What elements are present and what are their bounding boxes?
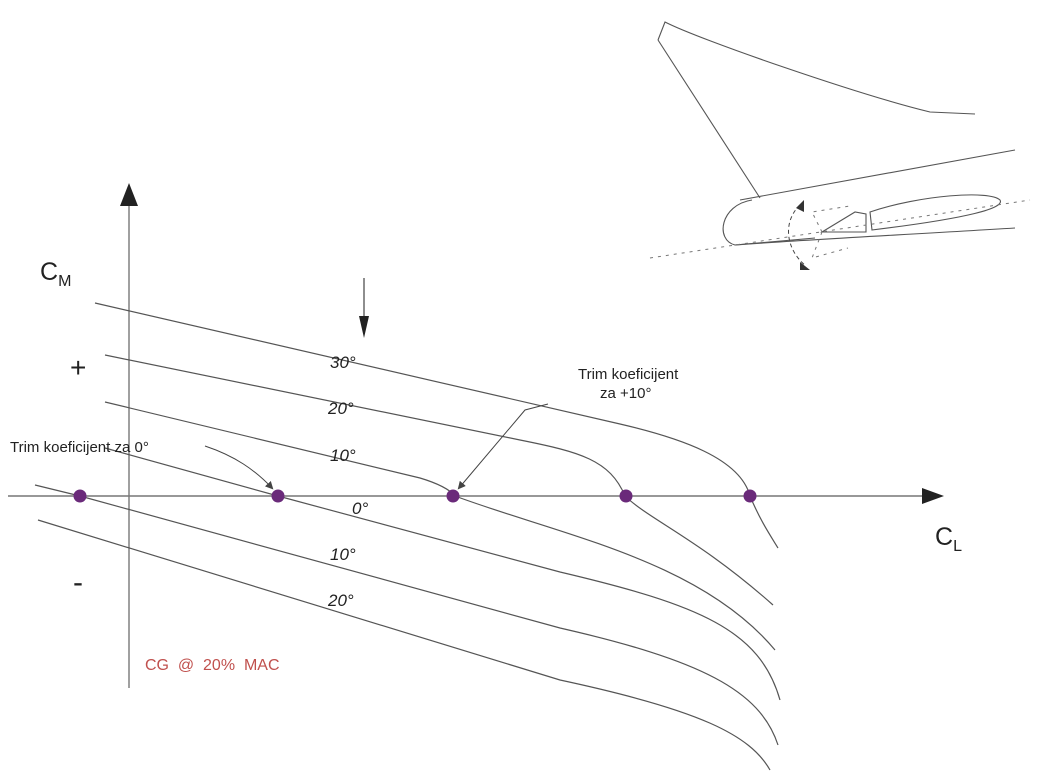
elevator-hinge-segment <box>820 211 867 233</box>
curve-label-10deg: 10° <box>330 446 356 465</box>
deflection-down-dashed <box>811 231 849 259</box>
elevator-airfoil <box>869 194 1001 231</box>
curve-label-minus10deg: 10° <box>330 545 356 564</box>
cg-note: CG @ 20% MAC <box>145 657 280 674</box>
trim-ten-annotation-line2: za +10° <box>600 385 651 402</box>
trim-point-0 <box>271 489 285 503</box>
deflection-up-dashed <box>811 205 851 233</box>
curve-minus20deg <box>37 519 771 771</box>
curve-30deg <box>94 302 779 549</box>
cl-axis-arrowhead <box>922 488 944 504</box>
trim-zero-leader <box>204 445 274 490</box>
curve-label-0deg: 0° <box>352 499 368 518</box>
curve-20deg <box>104 354 774 606</box>
deflection-arrow-down <box>800 262 810 270</box>
deflection-arc <box>788 204 807 267</box>
trim-ten-leader <box>457 403 549 490</box>
curve-minus10deg <box>34 484 779 746</box>
trim-point-minus20 <box>73 489 87 503</box>
curve-0deg <box>104 447 781 701</box>
curve-label-30deg: 30° <box>330 353 356 372</box>
fuselage-top-line <box>739 149 1016 201</box>
pointer-arrow-head <box>359 316 369 338</box>
stabilizer-body <box>722 199 816 246</box>
trim-point-20 <box>619 489 633 503</box>
cm-label: CM <box>40 258 71 290</box>
minus-sign: - <box>73 566 83 599</box>
trim-point-30 <box>743 489 757 503</box>
plus-sign: + <box>70 352 86 383</box>
deflection-arrow-up <box>796 200 804 212</box>
fuselage-bottom-line <box>734 227 1016 246</box>
cl-label: CL <box>935 523 962 555</box>
curve-label-20deg: 20° <box>327 399 354 418</box>
cm-axis-arrowhead <box>120 183 138 206</box>
trim-zero-annotation: Trim koeficijent za 0° <box>10 439 149 456</box>
tail-sketch <box>649 21 1031 270</box>
trim-ten-annotation-line1: Trim koeficijent <box>578 366 679 383</box>
curve-10deg <box>104 401 776 651</box>
vertical-fin-outline <box>657 21 976 115</box>
trim-point-10 <box>446 489 460 503</box>
chord-line-dashed <box>649 199 1031 259</box>
curve-label-minus20deg: 20° <box>327 591 354 610</box>
vertical-fin-leading-edge <box>657 39 761 199</box>
